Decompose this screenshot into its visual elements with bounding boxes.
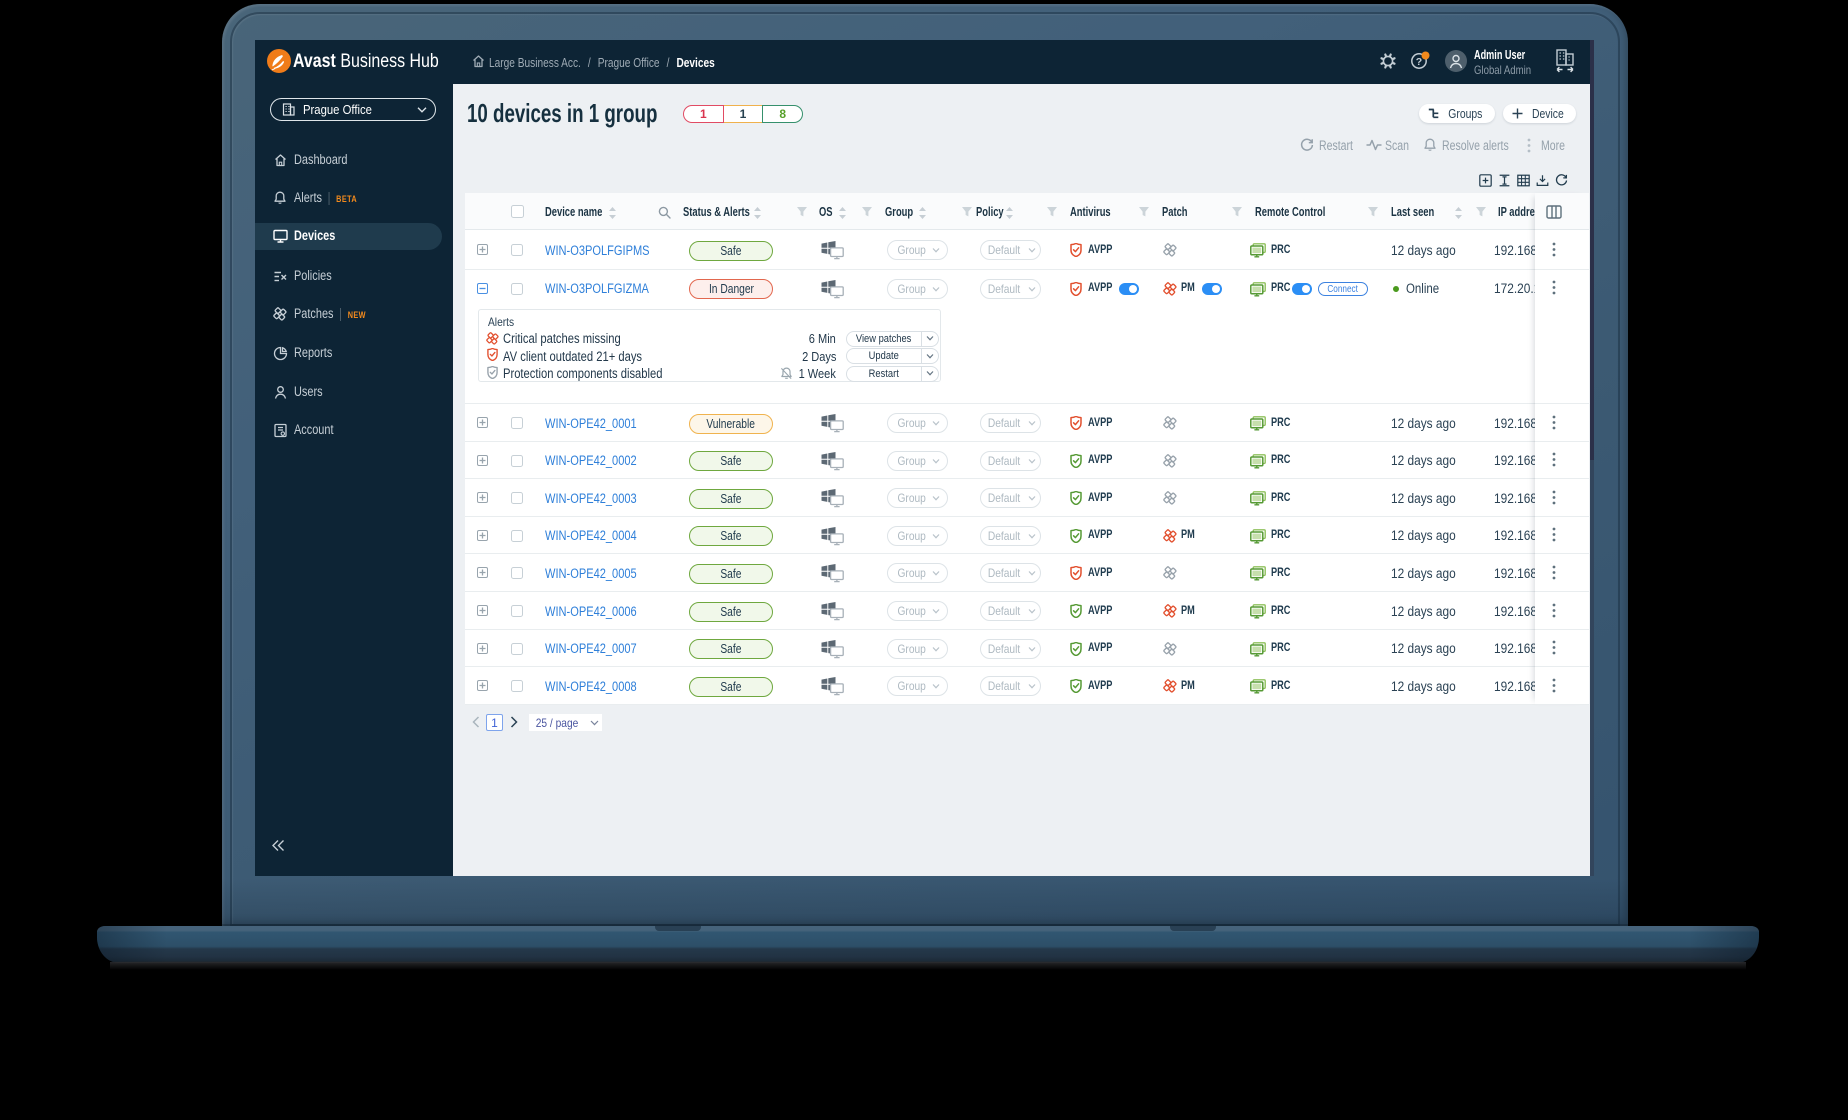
svg-text:?: ? xyxy=(1416,56,1422,68)
